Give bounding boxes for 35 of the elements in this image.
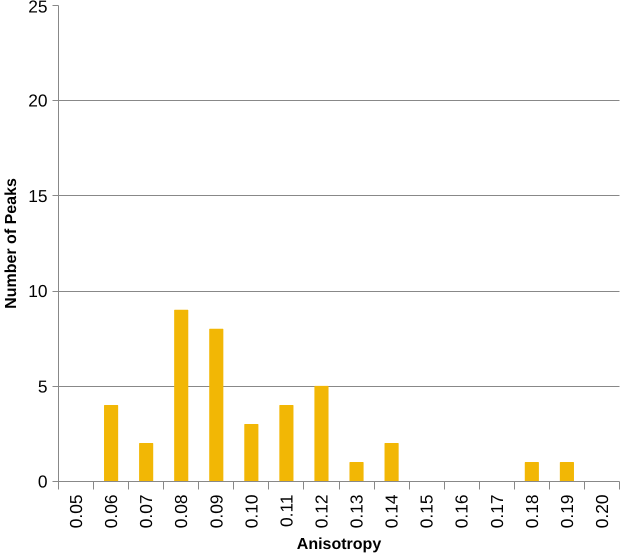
x-tick-label: 0.12 (311, 494, 332, 528)
bar (139, 443, 154, 482)
bar (174, 310, 188, 482)
bar (209, 328, 224, 482)
y-tick-label: 15 (28, 186, 48, 206)
x-axis-title: Anisotropy (296, 536, 382, 554)
x-tick-label: 0.14 (382, 494, 402, 528)
x-tick-label: 0.18 (522, 494, 542, 528)
x-tick-label: 0.19 (556, 494, 577, 528)
y-tick-label: 10 (28, 281, 48, 302)
x-tick-label: 0.16 (452, 494, 472, 528)
x-tick-label: 0.15 (416, 494, 437, 528)
x-tick-label: 0.05 (66, 494, 86, 528)
bar (384, 443, 399, 482)
x-tick-label: 0.13 (346, 494, 367, 528)
bar (279, 404, 294, 482)
x-tick-label: 0.11 (276, 494, 296, 527)
y-tick-label: 20 (28, 90, 48, 111)
bar (104, 404, 118, 482)
x-tick-label: 0.17 (486, 494, 507, 528)
y-tick-label: 5 (38, 376, 48, 396)
bar (349, 462, 364, 482)
x-tick-label: 0.08 (171, 494, 192, 528)
x-tick-label: 0.06 (101, 494, 122, 528)
x-tick-label: 0.09 (206, 494, 226, 528)
x-tick-label: 0.10 (241, 494, 262, 528)
y-axis-title: Number of Peaks (3, 178, 20, 309)
bar (244, 424, 258, 482)
bar (524, 462, 539, 482)
bar (560, 462, 574, 482)
y-tick-label: 25 (28, 0, 48, 16)
y-tick-label: 0 (38, 472, 48, 492)
x-tick-label: 0.07 (136, 494, 156, 528)
bar (314, 386, 329, 482)
x-tick-label: 0.20 (592, 494, 612, 528)
